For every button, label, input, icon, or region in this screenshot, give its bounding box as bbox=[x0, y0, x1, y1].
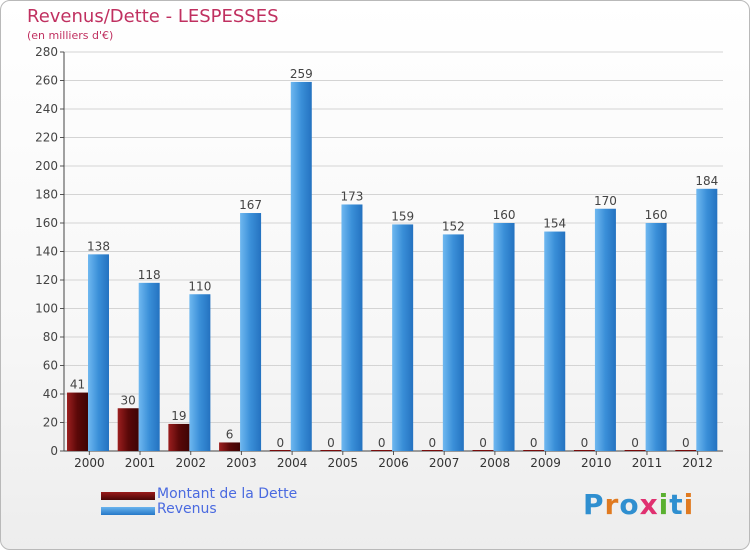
y-tick-label: 120 bbox=[35, 273, 58, 287]
y-tick-label: 180 bbox=[35, 188, 58, 202]
bar-revenus bbox=[442, 234, 464, 451]
bar-dette bbox=[624, 450, 646, 451]
data-label-revenus: 152 bbox=[442, 219, 465, 233]
bar-dette bbox=[67, 392, 88, 451]
x-tick-label: 2002 bbox=[175, 456, 206, 470]
data-label-revenus: 138 bbox=[87, 239, 110, 253]
data-label-revenus: 167 bbox=[239, 198, 262, 212]
data-label-dette: 41 bbox=[70, 378, 85, 392]
data-label-dette: 6 bbox=[226, 427, 234, 441]
data-label-dette: 0 bbox=[276, 436, 284, 450]
logo-letter: o bbox=[619, 488, 640, 521]
bar-revenus bbox=[544, 231, 566, 451]
bar-revenus bbox=[696, 188, 718, 452]
legend-label-dette: Montant de la Dette bbox=[157, 486, 298, 502]
data-label-revenus: 184 bbox=[695, 174, 718, 188]
y-tick-label: 260 bbox=[35, 74, 58, 88]
x-tick-label: 2009 bbox=[530, 456, 561, 470]
bar-revenus bbox=[138, 282, 160, 451]
bar-revenus bbox=[594, 208, 616, 451]
x-tick-label: 2001 bbox=[125, 456, 156, 470]
data-label-revenus: 154 bbox=[543, 217, 566, 231]
bar-dette bbox=[168, 423, 190, 451]
bar-revenus bbox=[88, 254, 109, 451]
y-tick-label: 20 bbox=[43, 416, 58, 430]
data-label-dette: 0 bbox=[631, 436, 639, 450]
y-tick-label: 0 bbox=[50, 444, 58, 458]
bar-revenus bbox=[290, 81, 312, 452]
legend-label-revenus: Revenus bbox=[157, 501, 217, 517]
bar-dette bbox=[219, 442, 241, 451]
y-tick-label: 240 bbox=[35, 102, 58, 116]
data-label-revenus: 160 bbox=[645, 208, 668, 222]
logo-letter: x bbox=[639, 488, 659, 521]
y-tick-label: 280 bbox=[35, 45, 58, 59]
bar-dette bbox=[269, 450, 291, 451]
logo-letter: i bbox=[658, 488, 670, 521]
y-tick-label: 200 bbox=[35, 159, 58, 173]
y-tick-label: 60 bbox=[43, 359, 58, 373]
data-label-dette: 0 bbox=[378, 436, 386, 450]
bar-dette bbox=[523, 450, 545, 451]
bar-revenus bbox=[189, 294, 211, 451]
data-label-revenus: 159 bbox=[391, 209, 414, 223]
data-label-dette: 0 bbox=[429, 436, 437, 450]
data-label-dette: 0 bbox=[682, 436, 690, 450]
bar-dette bbox=[675, 450, 697, 451]
logo-letter: t bbox=[669, 488, 684, 521]
bar-dette bbox=[573, 450, 595, 451]
data-label-revenus: 110 bbox=[188, 279, 211, 293]
legend-swatch-revenus bbox=[101, 507, 155, 515]
data-label-dette: 30 bbox=[121, 393, 136, 407]
bar-revenus bbox=[392, 224, 414, 451]
logo-letter: r bbox=[604, 488, 620, 521]
chart-subtitle: (en milliers d'€) bbox=[27, 29, 114, 42]
legend-swatch-dette bbox=[101, 492, 155, 500]
x-tick-label: 2011 bbox=[632, 456, 663, 470]
bar-revenus bbox=[240, 213, 262, 451]
bar-dette bbox=[421, 450, 443, 451]
x-tick-label: 2008 bbox=[480, 456, 511, 470]
y-tick-label: 100 bbox=[35, 302, 58, 316]
chart-title: Revenus/Dette - LESPESSES bbox=[27, 6, 279, 27]
x-tick-label: 2007 bbox=[429, 456, 460, 470]
y-tick-label: 140 bbox=[35, 245, 58, 259]
x-tick-label: 2006 bbox=[378, 456, 409, 470]
data-label-revenus: 173 bbox=[341, 189, 364, 203]
y-tick-label: 160 bbox=[35, 216, 58, 230]
bar-dette bbox=[117, 408, 139, 451]
bar-dette bbox=[320, 450, 342, 451]
x-tick-label: 2000 bbox=[74, 456, 105, 470]
data-label-dette: 0 bbox=[327, 436, 335, 450]
data-label-dette: 0 bbox=[479, 436, 487, 450]
data-label-revenus: 160 bbox=[493, 208, 516, 222]
y-tick-label: 80 bbox=[43, 330, 58, 344]
x-tick-label: 2005 bbox=[328, 456, 359, 470]
y-tick-label: 220 bbox=[35, 131, 58, 145]
x-tick-label: 2003 bbox=[226, 456, 257, 470]
bar-dette bbox=[472, 450, 494, 451]
bar-revenus bbox=[341, 204, 363, 451]
proxiti-logo: Proxiti bbox=[583, 488, 694, 521]
x-tick-label: 2004 bbox=[277, 456, 308, 470]
data-label-dette: 19 bbox=[171, 409, 186, 423]
x-tick-label: 2010 bbox=[581, 456, 612, 470]
x-tick-label: 2012 bbox=[682, 456, 713, 470]
bar-revenus bbox=[645, 223, 667, 451]
data-label-dette: 0 bbox=[530, 436, 538, 450]
bar-revenus bbox=[493, 223, 515, 451]
data-label-revenus: 170 bbox=[594, 194, 617, 208]
y-tick-label: 40 bbox=[43, 387, 58, 401]
data-label-dette: 0 bbox=[581, 436, 589, 450]
bar-dette bbox=[371, 450, 393, 451]
data-label-revenus: 118 bbox=[138, 268, 161, 282]
logo-letter: P bbox=[583, 488, 605, 521]
data-label-revenus: 259 bbox=[290, 67, 313, 81]
logo-letter: i bbox=[683, 488, 695, 521]
